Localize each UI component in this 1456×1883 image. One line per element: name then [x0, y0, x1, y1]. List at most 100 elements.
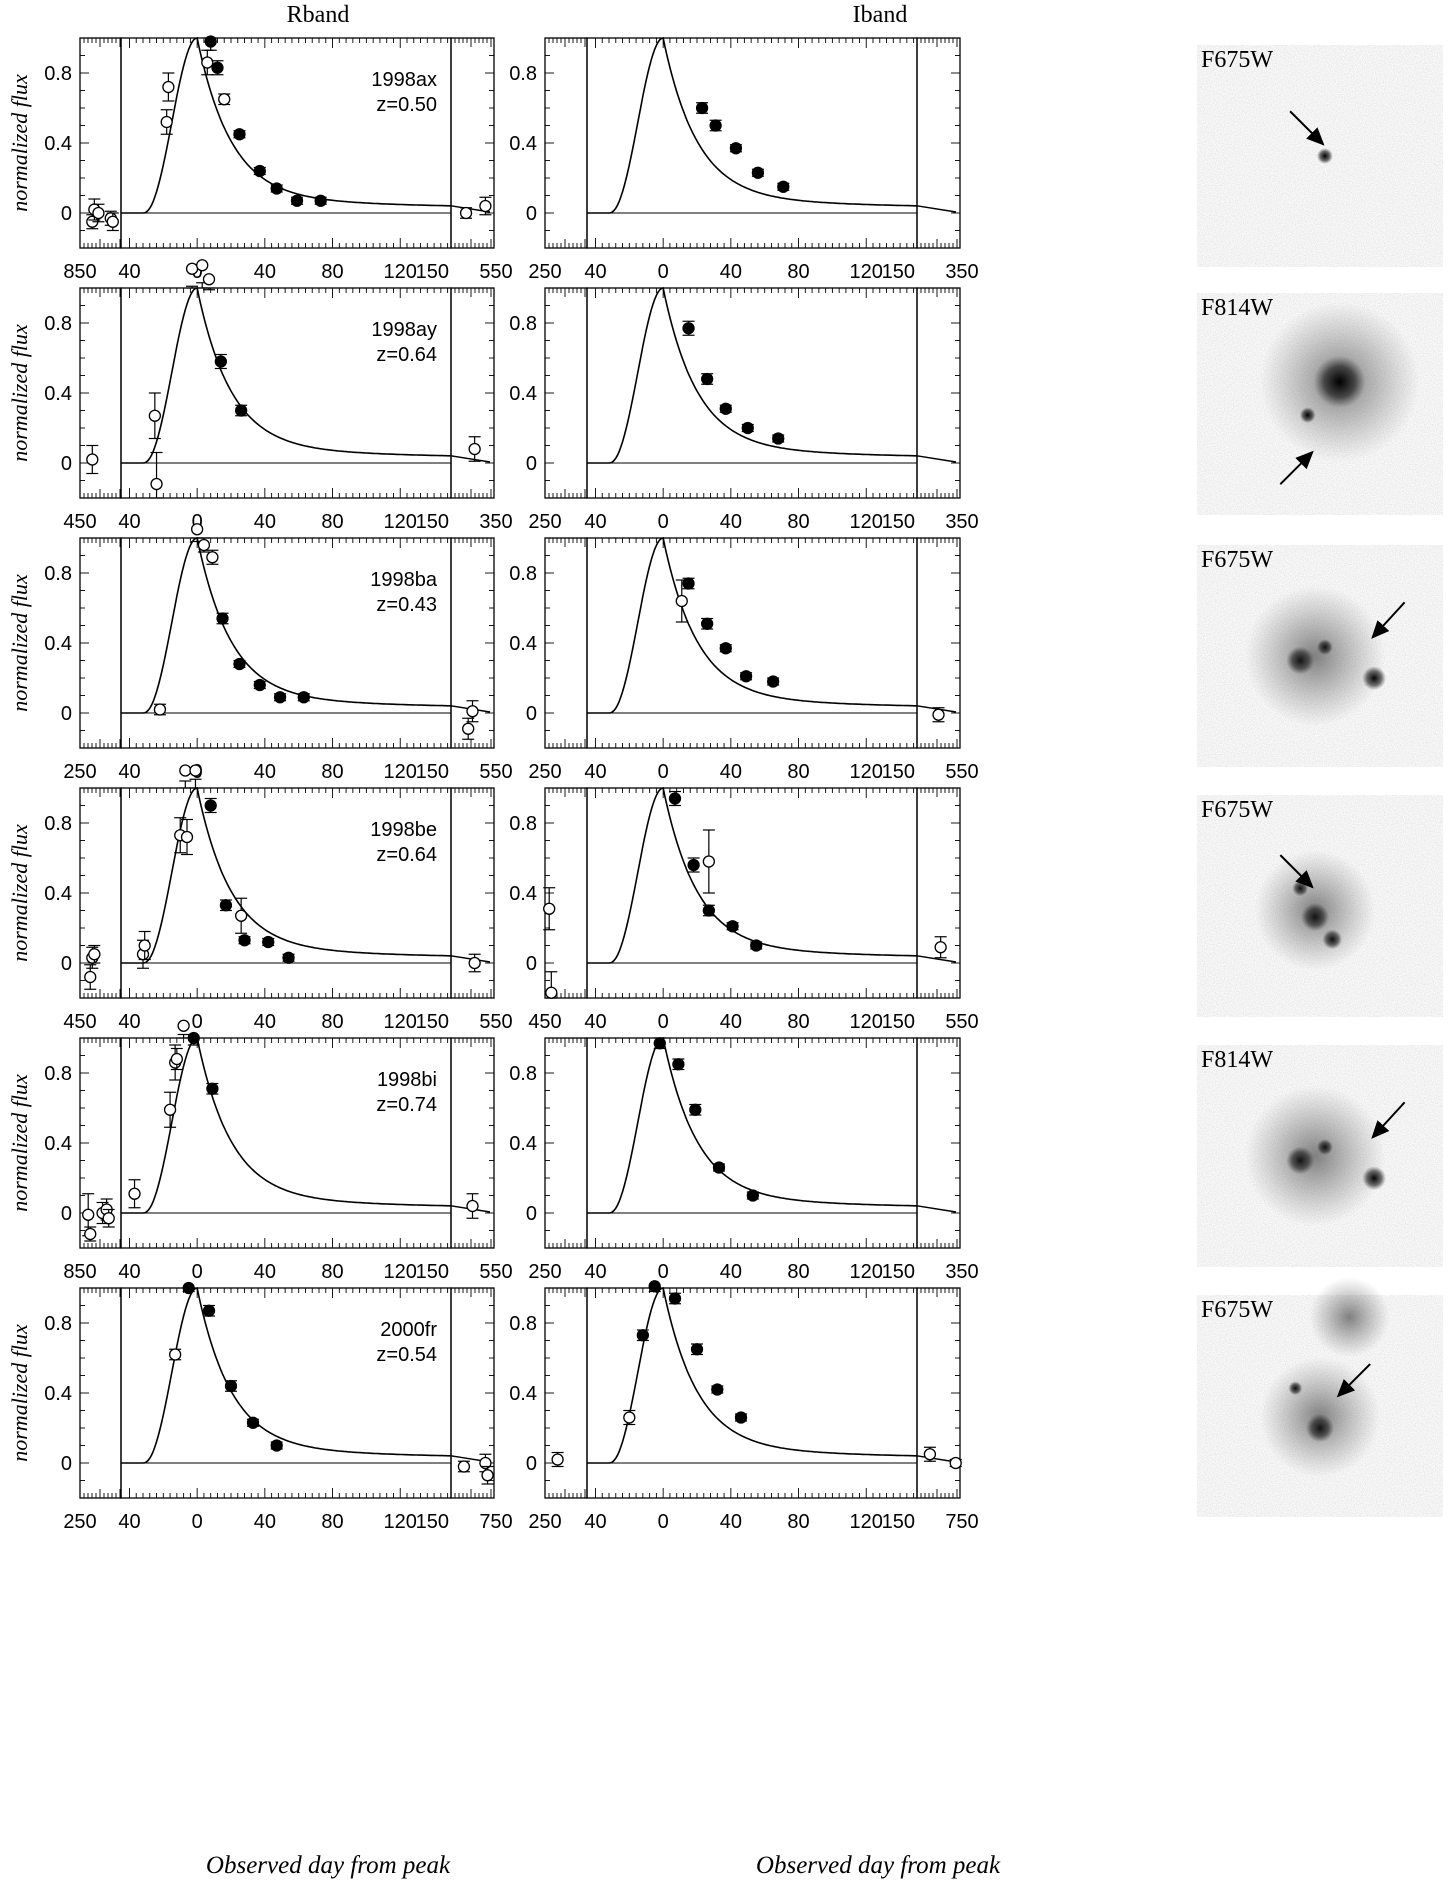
x-tick-label: 0 [658, 511, 669, 533]
right-strip-point [481, 1469, 494, 1482]
open-point [206, 551, 219, 564]
right-tick-label: 550 [479, 761, 512, 783]
host-galaxy-halo [1260, 1357, 1380, 1478]
right-strip-point [479, 1456, 492, 1470]
sn-name-label: 1998ay [371, 319, 437, 341]
filled-point [709, 119, 722, 132]
supernova-arrow-icon [1336, 1363, 1371, 1398]
y-tick-label: 0.8 [44, 563, 72, 585]
sn-name-label: 1998be [370, 819, 437, 841]
filled-point [648, 1280, 661, 1293]
x-tick-label: 0 [658, 1511, 669, 1533]
x-tick-label: 80 [321, 1511, 343, 1533]
x-tick-label: 80 [787, 1011, 809, 1033]
filled-point [214, 355, 227, 368]
thumbnail-1998bi: F814W [1197, 1045, 1443, 1267]
filled-point [712, 1161, 726, 1174]
open-point [197, 538, 211, 552]
model-curve [587, 1286, 917, 1464]
left-tick-label: 250 [528, 1261, 561, 1283]
filled-point [273, 691, 287, 704]
filled-point [224, 1379, 238, 1393]
y-tick-label: 0.8 [509, 1313, 537, 1335]
x-tick-label: 150 [882, 1511, 915, 1533]
filled-point [204, 799, 217, 812]
model-curve [121, 286, 451, 464]
y-axis-label: normalized flux [7, 574, 32, 712]
right-strip-point [468, 442, 481, 456]
model-curve [121, 536, 451, 714]
open-point [675, 594, 688, 608]
right-tick-label: 550 [479, 1261, 512, 1283]
y-tick-label: 0 [61, 453, 72, 475]
x-tick-label: 40 [584, 511, 606, 533]
left-strip-point [106, 215, 119, 228]
model-curve-tail [450, 455, 491, 463]
filled-point [695, 101, 709, 115]
host-galaxy-halo [1255, 850, 1376, 971]
main-frame [586, 787, 918, 999]
right-strip-point [468, 956, 481, 970]
filled-point [246, 1416, 260, 1429]
filled-point [219, 899, 233, 912]
x-tick-label: 0 [658, 261, 669, 283]
filled-point [233, 657, 246, 671]
sn-name-label: 1998ax [371, 69, 437, 91]
filled-point [270, 1439, 283, 1452]
y-tick-label: 0 [61, 953, 72, 975]
sn-name-label: 1998ba [370, 569, 438, 591]
x-tick-label: 80 [321, 261, 343, 283]
x-tick-label: 120 [384, 511, 417, 533]
filled-point [772, 432, 785, 445]
iband-column-title: Iband [853, 2, 908, 28]
x-tick-label: 40 [118, 761, 140, 783]
left-strip-point [82, 1208, 95, 1221]
model-curve [587, 786, 917, 964]
left-tick-label: 450 [63, 511, 96, 533]
y-axis-label: normalized flux [7, 74, 32, 212]
filled-point [253, 678, 266, 692]
redshift-label: z=0.64 [376, 844, 437, 866]
right-tick-label: 350 [945, 261, 978, 283]
x-tick-label: 0 [658, 761, 669, 783]
filled-point [216, 612, 229, 625]
right-tick-label: 550 [945, 1011, 978, 1033]
open-point [191, 523, 204, 536]
redshift-label: z=0.64 [376, 344, 437, 366]
left-tick-label: 450 [528, 1011, 561, 1033]
x-tick-label: 80 [787, 1261, 809, 1283]
open-point [202, 273, 216, 286]
filled-point [746, 1189, 759, 1202]
y-tick-label: 0.4 [44, 383, 72, 405]
x-tick-label: 120 [384, 761, 417, 783]
sn-name-label: 1998bi [377, 1069, 437, 1091]
right-tick-label: 550 [945, 761, 978, 783]
filled-point [253, 164, 266, 178]
y-axis-label: normalized flux [7, 324, 32, 462]
left-tick-label: 250 [63, 761, 96, 783]
x-tick-label: 40 [720, 1511, 742, 1533]
filled-point [206, 1082, 219, 1095]
y-axis-label: normalized flux [7, 824, 32, 962]
x-tick-label: 80 [321, 511, 343, 533]
y-tick-label: 0.4 [44, 1133, 72, 1155]
model-curve-tail [916, 1455, 957, 1463]
filled-point [653, 1037, 666, 1050]
x-tick-label: 40 [720, 511, 742, 533]
y-tick-label: 0.4 [44, 883, 72, 905]
x-tick-label: 120 [850, 1261, 883, 1283]
y-tick-label: 0.4 [44, 1383, 72, 1405]
filled-point [182, 1281, 195, 1295]
right-strip-point [479, 199, 492, 213]
filled-point [701, 617, 714, 630]
x-tick-label: 150 [416, 1011, 449, 1033]
right-tick-label: 750 [945, 1511, 978, 1533]
filled-point [233, 128, 246, 141]
x-tick-label: 40 [254, 1011, 276, 1033]
open-point [189, 764, 202, 777]
x-tick-label: 120 [384, 1511, 417, 1533]
open-point [150, 477, 163, 491]
y-tick-label: 0.8 [509, 313, 537, 335]
